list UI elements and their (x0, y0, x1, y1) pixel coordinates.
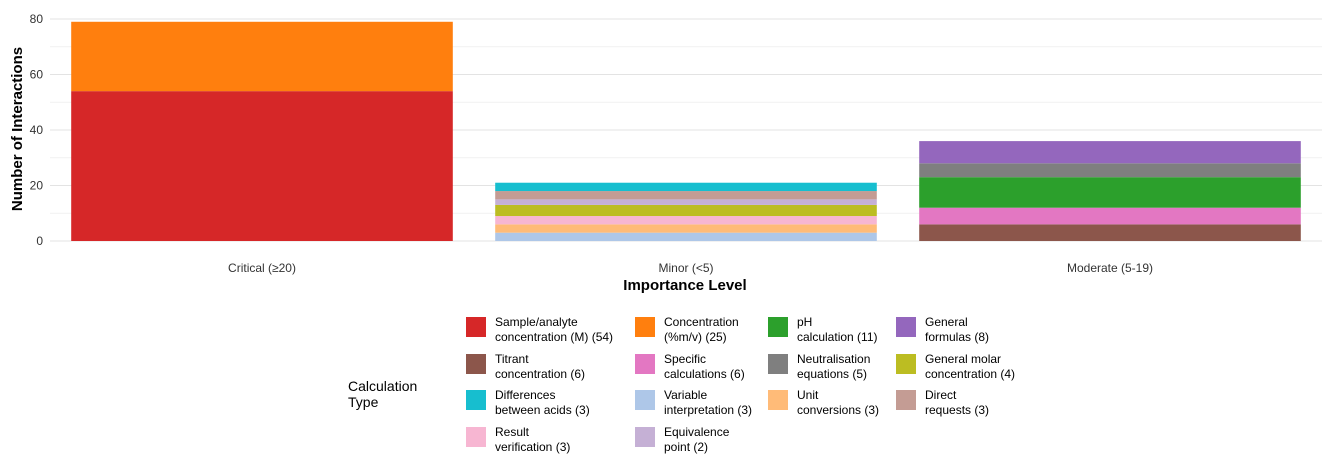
x-tick-labels: Critical (≥20) Minor (<5) Moderate (5-19) (228, 261, 1153, 275)
bar-segment (495, 191, 877, 200)
legend-title: Calculation Type (348, 378, 418, 410)
y-tick-label: 0 (36, 234, 43, 248)
bar-segment (495, 182, 877, 192)
legend-swatch (635, 354, 655, 374)
legend-label: Result verification (3) (495, 425, 571, 454)
legend-item: Sample/analyte concentration (M) (54) (466, 315, 625, 345)
legend-item: Differences between acids (3) (466, 388, 625, 418)
legend-item: Specific calculations (6) (635, 352, 794, 382)
legend-swatch (466, 354, 486, 374)
y-tick-label: 60 (30, 68, 44, 82)
legend-item: Titrant concentration (6) (466, 352, 625, 382)
legend-item: Concentration (%m/v) (25) (635, 315, 794, 345)
bar-segment (495, 232, 877, 241)
bar-segment (919, 141, 1301, 164)
legend-swatch (768, 390, 788, 410)
x-axis-label: Importance Level (623, 277, 746, 294)
y-tick-label: 80 (30, 12, 44, 26)
legend-swatch (466, 317, 486, 337)
bar-segment (919, 163, 1301, 178)
legend-swatch (635, 390, 655, 410)
bar-segment (495, 199, 877, 205)
bar-segment (919, 207, 1301, 225)
y-tick-labels: 0 20 40 60 80 (30, 12, 44, 248)
bars (71, 21, 1301, 242)
y-tick-label: 20 (30, 179, 44, 193)
legend-label: Sample/analyte concentration (M) (54) (495, 315, 614, 344)
legend-label: Neutralisation equations (5) (797, 352, 871, 381)
legend-swatch (635, 427, 655, 447)
legend-item: Direct requests (3) (896, 388, 1055, 418)
bar-segment (495, 224, 877, 233)
legend-item: Variable interpretation (3) (635, 388, 794, 418)
x-tick-label: Moderate (5-19) (1067, 261, 1153, 275)
legend-swatch (635, 317, 655, 337)
bar-segment (495, 204, 877, 217)
bar-segment (71, 21, 453, 92)
legend-label: General formulas (8) (925, 315, 990, 344)
legend-swatch (768, 354, 788, 374)
bar-segment (71, 91, 453, 242)
legend-label: Direct requests (3) (925, 388, 990, 417)
legend-swatch (768, 317, 788, 337)
legend-label: Equivalence point (2) (664, 425, 730, 454)
stacked-bar-chart: 0 20 40 60 80 Critical (≥20) Minor (<5) Modera… (9, 12, 1322, 294)
legend-label: Unit conversions (3) (797, 388, 880, 417)
legend-label: Concentration (%m/v) (25) (664, 315, 739, 344)
x-tick-label: Critical (≥20) (228, 261, 296, 275)
legend-item: pH calculation (11) (768, 315, 927, 345)
legend-item: Result verification (3) (466, 425, 625, 455)
legend-swatch (466, 427, 486, 447)
legend-label: General molar concentration (4) (925, 352, 1016, 381)
legend-item: General molar concentration (4) (896, 352, 1055, 382)
legend-label: Variable interpretation (3) (664, 388, 753, 417)
legend-label: pH calculation (11) (797, 315, 878, 344)
legend-item: Neutralisation equations (5) (768, 352, 927, 382)
legend-label: Titrant concentration (6) (495, 352, 586, 381)
legend-swatch (466, 390, 486, 410)
legend-label: Specific calculations (6) (664, 352, 745, 381)
legend-item: Equivalence point (2) (635, 425, 794, 455)
bar-segment (919, 224, 1301, 241)
legend-item: General formulas (8) (896, 315, 1055, 345)
y-tick-label: 40 (30, 123, 44, 137)
bar-segment (919, 177, 1301, 208)
y-axis-label: Number of Interactions (9, 47, 26, 211)
legend-label: Differences between acids (3) (495, 388, 590, 417)
legend-swatch (896, 390, 916, 410)
x-tick-label: Minor (<5) (658, 261, 713, 275)
legend-item: Unit conversions (3) (768, 388, 927, 418)
legend-swatch (896, 354, 916, 374)
legend-swatch (896, 317, 916, 337)
bar-segment (495, 216, 877, 225)
